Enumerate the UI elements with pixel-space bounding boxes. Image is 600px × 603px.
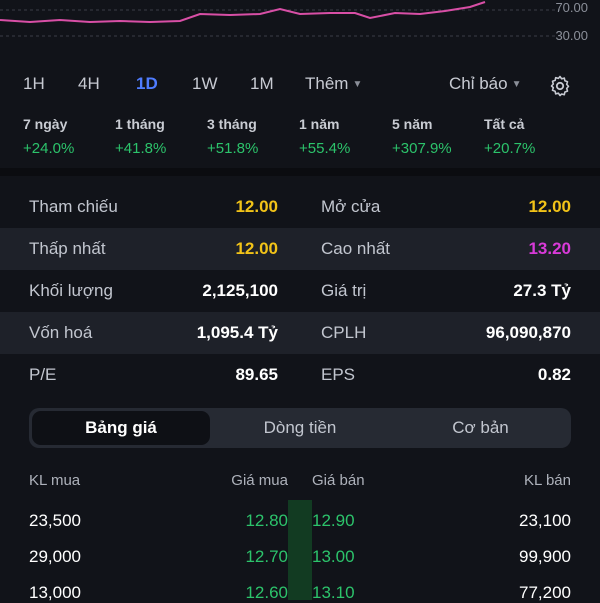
perf-value: +41.8% [115, 140, 167, 157]
bid-price: 12.80 [245, 511, 288, 530]
perf-value: +24.0% [23, 140, 75, 157]
perf-label: 3 tháng [207, 116, 257, 132]
stat-value: 27.3 Tỷ [513, 281, 571, 300]
caret-down-icon: ▼ [352, 79, 363, 91]
stat-label: CPLH [321, 323, 367, 342]
stat-label: Khối lượng [29, 281, 113, 300]
stats-table: Tham chiếu 12.00 Mở cửa 12.00 Thấp nhất … [0, 186, 600, 396]
bid-volume: 29,000 [29, 547, 81, 566]
tab-4h[interactable]: 4H [78, 74, 100, 93]
header-bid-vol: KL mua [29, 472, 81, 489]
stat-label: Vốn hoá [29, 323, 93, 342]
perf-label: Tất cả [484, 116, 525, 132]
tab-1d[interactable]: 1D [136, 74, 158, 93]
tab-money-flow[interactable]: Dòng tiền [263, 418, 337, 437]
perf-value: +55.4% [299, 140, 351, 157]
ask-volume: 77,200 [519, 583, 571, 602]
perf-1y: 1 năm +55.4% [299, 116, 350, 157]
bid-price: 12.60 [245, 583, 288, 602]
stat-value: 13.20 [528, 239, 571, 258]
bid-volume: 23,500 [29, 511, 81, 530]
perf-label: 1 năm [299, 116, 340, 132]
stat-value: 12.00 [235, 197, 278, 216]
perf-label: 7 ngày [23, 116, 68, 132]
more-dropdown[interactable]: Thêm ▼ [305, 74, 362, 94]
ask-price: 13.10 [312, 583, 355, 602]
tab-fundamentals[interactable]: Cơ bản [452, 418, 509, 437]
perf-value: +20.7% [484, 140, 536, 157]
stats-row: Khối lượng 2,125,100 Giá trị 27.3 Tỷ [0, 270, 600, 312]
ask-price: 12.90 [312, 511, 355, 530]
perf-label: 5 năm [392, 116, 433, 132]
rsi-line [0, 1, 486, 24]
rsi-lower-label: 30.00 [555, 28, 588, 43]
ask-price: 13.00 [312, 547, 355, 566]
perf-value: +51.8% [207, 140, 259, 157]
tab-price-board[interactable]: Bảng giá [32, 411, 210, 445]
stat-value: 96,090,870 [485, 323, 571, 342]
stat-label: EPS [321, 365, 356, 384]
ask-volume: 23,100 [519, 511, 571, 530]
caret-down-icon: ▼ [511, 79, 522, 91]
perf-7d: 7 ngày +24.0% [23, 116, 74, 157]
timeframe-bar: 1H 4H 1D 1W 1M Thêm ▼ Chỉ báo ▼ [0, 74, 600, 100]
perf-3m: 3 tháng +51.8% [207, 116, 258, 157]
stat-value: 89.65 [235, 365, 278, 384]
stats-row: Thấp nhất 12.00 Cao nhất 13.20 [0, 228, 600, 270]
rsi-chart[interactable] [0, 0, 600, 60]
stats-row: Tham chiếu 12.00 Mở cửa 12.00 [0, 186, 600, 228]
stat-value: 0.82 [537, 365, 571, 384]
stat-label: Thấp nhất [29, 239, 106, 258]
tab-1h[interactable]: 1H [23, 74, 45, 93]
stat-value: 2,125,100 [202, 281, 278, 300]
stat-label: Giá trị [321, 281, 367, 300]
stat-value: 1,095.4 Tỷ [196, 323, 278, 342]
stat-label: Tham chiếu [29, 197, 118, 216]
perf-label: 1 tháng [115, 116, 165, 132]
stats-row: P/E 89.65 EPS 0.82 [0, 354, 600, 396]
gear-icon[interactable] [548, 74, 572, 98]
more-label: Thêm [305, 74, 349, 93]
header-ask-vol: KL bán [524, 472, 571, 489]
perf-5y: 5 năm +307.9% [392, 116, 452, 157]
tab-1w[interactable]: 1W [192, 74, 218, 93]
stats-row: Vốn hoá 1,095.4 Tỷ CPLH 96,090,870 [0, 312, 600, 354]
perf-1m: 1 tháng +41.8% [115, 116, 166, 157]
perf-value: +307.9% [392, 140, 452, 157]
perf-all: Tất cả +20.7% [484, 116, 535, 157]
stat-value: 12.00 [528, 197, 571, 216]
header-ask-price: Giá bán [312, 472, 365, 489]
section-divider [0, 168, 600, 176]
stat-value: 12.00 [235, 239, 278, 258]
header-bid-price: Giá mua [231, 472, 288, 489]
segmented-tabs: Bảng giá Dòng tiền Cơ bản [29, 408, 571, 448]
stat-label: Cao nhất [321, 239, 390, 258]
indicator-label: Chỉ báo [449, 74, 508, 93]
indicator-dropdown[interactable]: Chỉ báo ▼ [449, 74, 522, 94]
stat-label: Mở cửa [321, 197, 381, 216]
tab-1m[interactable]: 1M [250, 74, 274, 93]
bid-price: 12.70 [245, 547, 288, 566]
ask-volume: 99,900 [519, 547, 571, 566]
stat-label: P/E [29, 365, 57, 384]
bid-volume: 13,000 [29, 583, 81, 602]
rsi-upper-label: 70.00 [555, 0, 588, 15]
price-bar [288, 500, 312, 600]
